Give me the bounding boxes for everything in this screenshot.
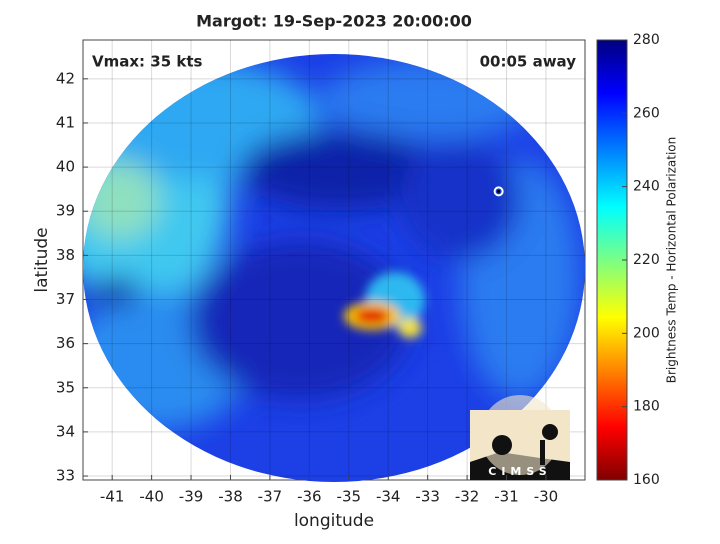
- colorbar-tick-label: 280: [633, 32, 660, 48]
- storm-center: [493, 186, 504, 197]
- x-tick-label: -36: [297, 488, 322, 506]
- y-tick-label: 42: [56, 69, 75, 87]
- y-tick-label: 39: [56, 202, 75, 220]
- colorbar-tick-label: 160: [633, 472, 660, 488]
- y-tick-label: 33: [56, 467, 75, 485]
- colorbar-tick-label: 180: [633, 399, 660, 415]
- x-tick-label: -38: [218, 488, 243, 506]
- y-tick-label: 35: [56, 378, 75, 396]
- x-tick-label: -32: [455, 488, 480, 506]
- colorbar-tick-label: 200: [633, 325, 660, 341]
- logo-dish: [492, 435, 512, 455]
- x-tick-label: -34: [376, 488, 401, 506]
- logo-tank: [542, 424, 558, 440]
- logo-text: CIMSS: [488, 465, 551, 478]
- y-tick-label: 34: [56, 422, 75, 440]
- x-tick-label: -41: [100, 488, 125, 506]
- x-tick-label: -39: [179, 488, 204, 506]
- x-tick-label: -35: [337, 488, 362, 506]
- x-tick-label: -33: [415, 488, 440, 506]
- y-tick-label: 40: [56, 158, 75, 176]
- storm-center-dot: [497, 189, 501, 193]
- colorbar-tick-label: 220: [633, 252, 660, 268]
- colorbar-tick-label: 240: [633, 179, 660, 195]
- annotation: Vmax: 35 kts: [92, 53, 202, 71]
- x-tick-label: -30: [534, 488, 559, 506]
- x-axis-label: longitude: [294, 511, 374, 531]
- x-tick-label: -40: [139, 488, 164, 506]
- logo-tower: [540, 440, 545, 465]
- annotation: 00:05 away: [480, 53, 577, 71]
- y-axis-label: latitude: [32, 227, 52, 292]
- y-tick-label: 37: [56, 290, 75, 308]
- y-tick-label: 41: [56, 113, 75, 131]
- y-tick-label: 36: [56, 334, 75, 352]
- colorbar-label: Brightness Temp - Horizontal Polarizatio…: [665, 137, 679, 384]
- x-tick-label: -31: [494, 488, 519, 506]
- x-tick-label: -37: [258, 488, 283, 506]
- y-tick-label: 38: [56, 246, 75, 264]
- chart-title: Margot: 19-Sep-2023 20:00:00: [196, 12, 472, 31]
- colorbar-tick-label: 260: [633, 105, 660, 121]
